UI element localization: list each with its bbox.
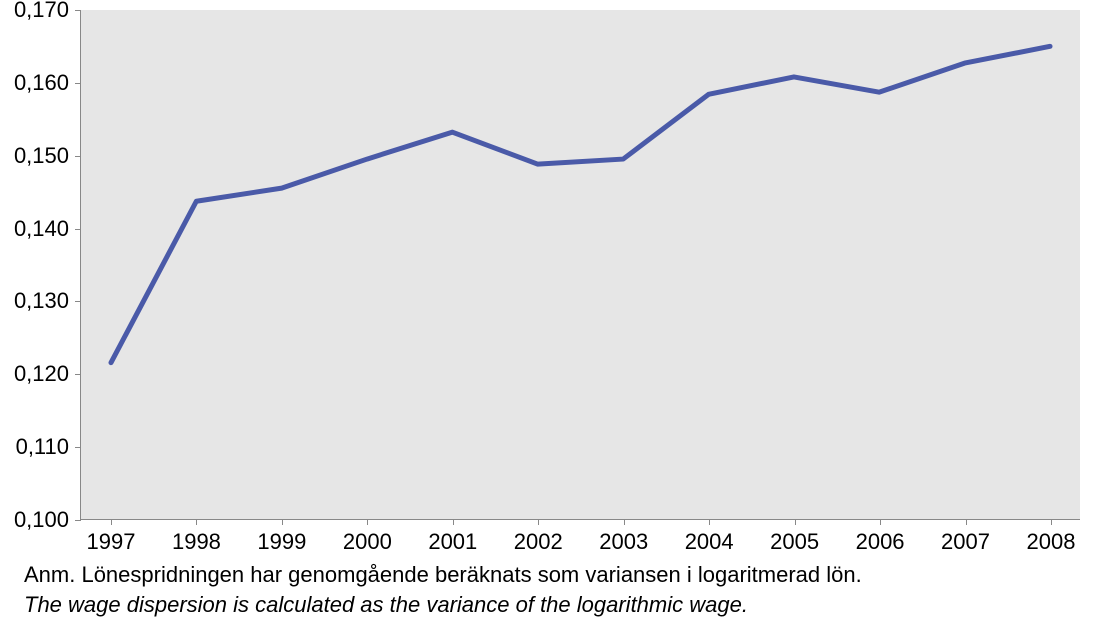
x-tick-label: 2007: [941, 529, 990, 555]
y-tick-label: 0,150: [14, 143, 69, 169]
x-tick: [111, 519, 112, 525]
x-tick-label: 2004: [685, 529, 734, 555]
x-tick-label: 1999: [257, 529, 306, 555]
line-series: [81, 10, 1080, 519]
y-tick: [75, 10, 81, 11]
x-tick-label: 1998: [172, 529, 221, 555]
y-tick-label: 0,170: [14, 0, 69, 23]
x-tick: [538, 519, 539, 525]
y-tick-label: 0,140: [14, 216, 69, 242]
caption: Anm. Lönespridningen har genomgående ber…: [24, 560, 862, 619]
caption-line-2: The wage dispersion is calculated as the…: [24, 590, 862, 620]
x-tick: [709, 519, 710, 525]
x-tick-label: 2002: [514, 529, 563, 555]
caption-line-1: Anm. Lönespridningen har genomgående ber…: [24, 560, 862, 590]
x-tick: [966, 519, 967, 525]
x-tick-label: 2008: [1027, 529, 1076, 555]
x-tick: [880, 519, 881, 525]
x-tick-label: 1997: [87, 529, 136, 555]
plot-area: 0,1000,1100,1200,1300,1400,1500,1600,170…: [80, 10, 1080, 520]
y-tick-label: 0,100: [14, 507, 69, 533]
x-tick-label: 2001: [428, 529, 477, 555]
x-tick-label: 2006: [856, 529, 905, 555]
x-tick: [282, 519, 283, 525]
y-tick: [75, 301, 81, 302]
y-tick: [75, 229, 81, 230]
x-tick: [196, 519, 197, 525]
x-tick: [1051, 519, 1052, 525]
x-tick: [795, 519, 796, 525]
y-tick-label: 0,120: [14, 361, 69, 387]
x-tick-label: 2005: [770, 529, 819, 555]
y-tick: [75, 374, 81, 375]
y-tick: [75, 156, 81, 157]
x-tick: [367, 519, 368, 525]
x-tick: [624, 519, 625, 525]
plot-outer: 0,1000,1100,1200,1300,1400,1500,1600,170…: [80, 10, 1080, 520]
x-tick-label: 2003: [599, 529, 648, 555]
x-tick-label: 2000: [343, 529, 392, 555]
x-tick: [453, 519, 454, 525]
chart-container: 0,100 0,110 0,120 0,130 0,140 0,150 0,160 0,170…: [0, 0, 1104, 634]
y-tick: [75, 447, 81, 448]
y-tick-label: 0,160: [14, 70, 69, 96]
y-tick: [75, 520, 81, 521]
y-tick: [75, 83, 81, 84]
y-tick-label: 0,130: [14, 288, 69, 314]
y-tick-label: 0,110: [16, 434, 69, 460]
